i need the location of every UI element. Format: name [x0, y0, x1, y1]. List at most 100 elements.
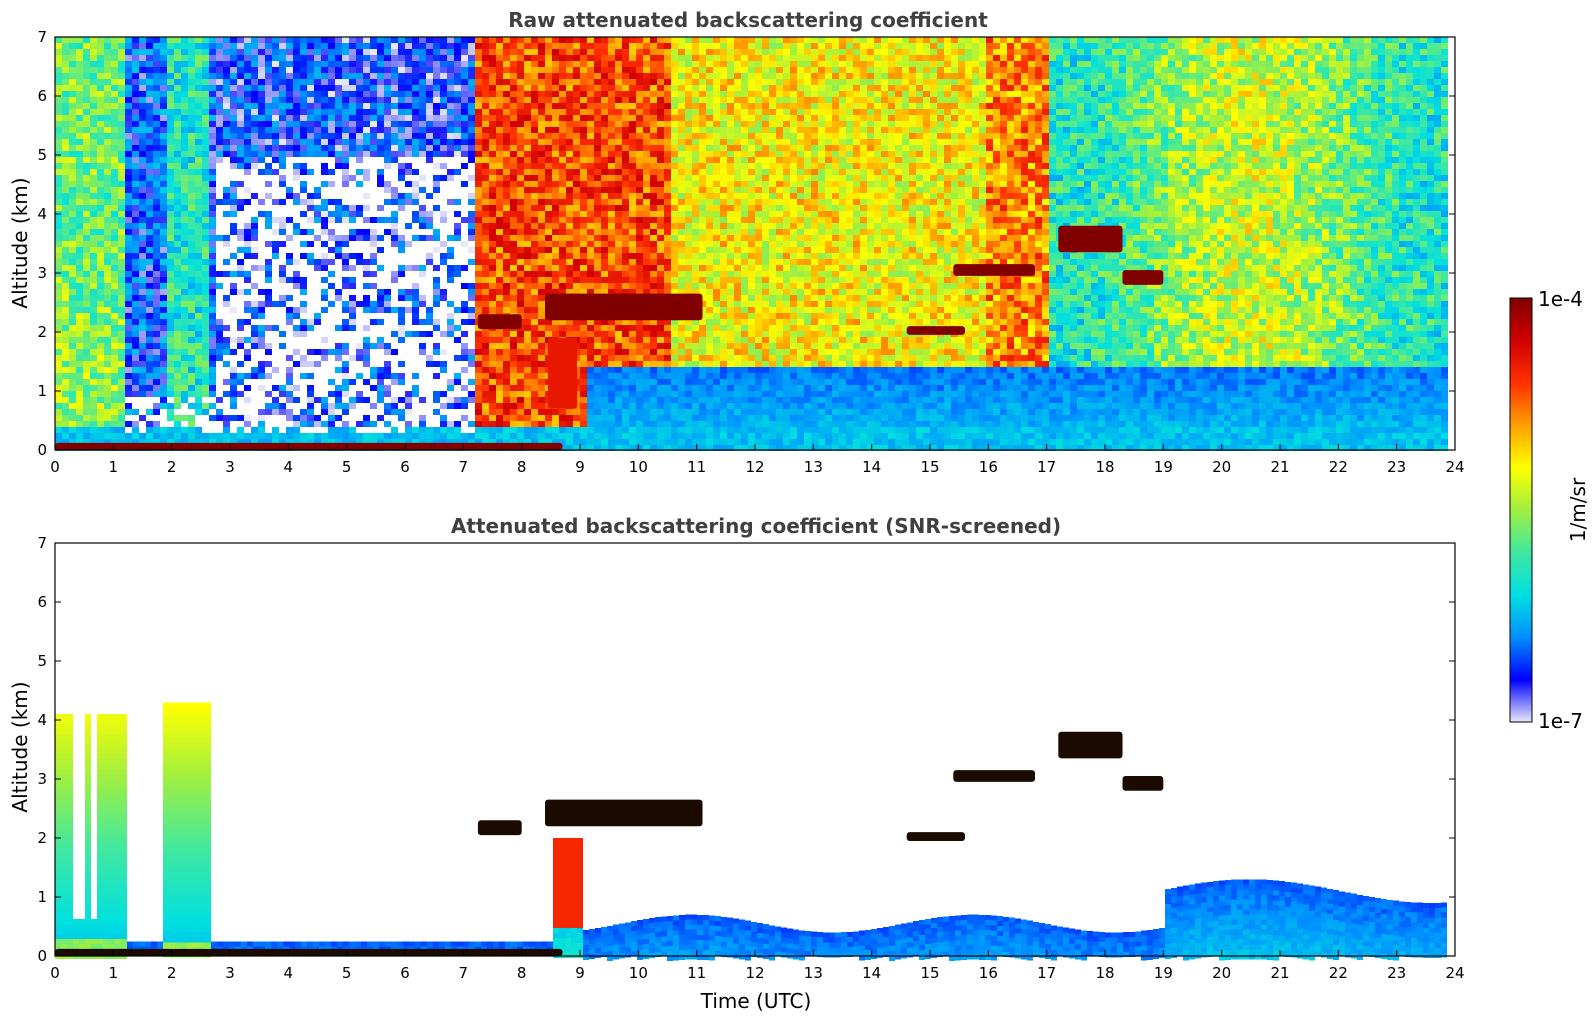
- raw-backscatter-cell: [370, 61, 377, 67]
- raw-backscatter-cell: [426, 133, 433, 139]
- raw-backscatter-cell: [146, 91, 153, 97]
- raw-backscatter-cell: [538, 403, 545, 409]
- raw-backscatter-cell: [321, 433, 328, 439]
- raw-backscatter-cell: [55, 295, 62, 301]
- raw-backscatter-cell: [167, 355, 174, 361]
- raw-backscatter-cell: [139, 73, 146, 79]
- raw-backscatter-cell: [391, 241, 398, 247]
- raw-backscatter-cell: [566, 181, 573, 187]
- raw-backscatter-cell: [433, 109, 440, 115]
- raw-backscatter-cell: [650, 109, 657, 115]
- raw-backscatter-cell: [251, 79, 258, 85]
- raw-backscatter-cell: [146, 367, 153, 373]
- raw-backscatter-cell: [209, 133, 216, 139]
- raw-backscatter-cell: [230, 55, 237, 61]
- raw-backscatter-cell: [531, 277, 538, 283]
- raw-backscatter-cell: [622, 61, 629, 67]
- raw-backscatter-cell: [300, 211, 307, 217]
- raw-backscatter-cell: [650, 277, 657, 283]
- raw-backscatter-cell: [321, 163, 328, 169]
- raw-backscatter-cell: [356, 253, 363, 259]
- raw-backscatter-cell: [90, 253, 97, 259]
- raw-backscatter-cell: [615, 235, 622, 241]
- raw-backscatter-cell: [545, 271, 552, 277]
- raw-backscatter-cell: [363, 37, 370, 43]
- raw-backscatter-cell: [118, 115, 125, 121]
- raw-backscatter-cell: [419, 67, 426, 73]
- raw-backscatter-cell: [293, 397, 300, 403]
- raw-backscatter-cell: [447, 43, 454, 49]
- raw-backscatter-cell: [545, 37, 552, 43]
- raw-backscatter-cell: [146, 139, 153, 145]
- raw-backscatter-cell: [538, 373, 545, 379]
- raw-backscatter-cell: [216, 157, 223, 163]
- raw-backscatter-cell: [419, 433, 426, 439]
- raw-backscatter-cell: [454, 199, 461, 205]
- raw-backscatter-cell: [202, 91, 209, 97]
- raw-backscatter-cell: [538, 259, 545, 265]
- raw-backscatter-cell: [265, 265, 272, 271]
- raw-backscatter-cell: [69, 325, 76, 331]
- raw-backscatter-cell: [349, 235, 356, 241]
- raw-backscatter-cell: [580, 73, 587, 79]
- raw-backscatter-cell: [377, 121, 384, 127]
- raw-backscatter-cell: [503, 103, 510, 109]
- raw-backscatter-cell: [594, 247, 601, 253]
- raw-backscatter-cell: [160, 217, 167, 223]
- raw-backscatter-cell: [615, 61, 622, 67]
- raw-backscatter-cell: [419, 37, 426, 43]
- raw-backscatter-cell: [76, 277, 83, 283]
- raw-backscatter-cell: [482, 181, 489, 187]
- raw-backscatter-cell: [489, 229, 496, 235]
- raw-backscatter-cell: [510, 43, 517, 49]
- raw-backscatter-cell: [615, 355, 622, 361]
- raw-backscatter-cell: [139, 157, 146, 163]
- raw-backscatter-cell: [62, 391, 69, 397]
- raw-backscatter-cell: [391, 139, 398, 145]
- raw-backscatter-cell: [279, 145, 286, 151]
- raw-backscatter-cell: [104, 403, 111, 409]
- raw-backscatter-cell: [552, 73, 559, 79]
- raw-backscatter-cell: [643, 61, 650, 67]
- raw-backscatter-cell: [503, 247, 510, 253]
- raw-backscatter-cell: [111, 427, 118, 433]
- raw-backscatter-cell: [377, 127, 384, 133]
- raw-backscatter-cell: [566, 55, 573, 61]
- raw-backscatter-cell: [510, 367, 517, 373]
- raw-backscatter-cell: [342, 139, 349, 145]
- raw-backscatter-cell: [384, 127, 391, 133]
- raw-backscatter-cell: [363, 265, 370, 271]
- raw-backscatter-cell: [636, 67, 643, 73]
- raw-backscatter-cell: [132, 373, 139, 379]
- raw-backscatter-cell: [132, 103, 139, 109]
- raw-backscatter-cell: [111, 289, 118, 295]
- raw-backscatter-cell: [195, 133, 202, 139]
- raw-backscatter-cell: [636, 247, 643, 253]
- raw-backscatter-cell: [531, 301, 538, 307]
- raw-backscatter-cell: [454, 121, 461, 127]
- raw-backscatter-cell: [601, 385, 608, 391]
- raw-backscatter-cell: [69, 223, 76, 229]
- raw-backscatter-cell: [90, 325, 97, 331]
- raw-backscatter-cell: [209, 193, 216, 199]
- raw-backscatter-cell: [531, 151, 538, 157]
- raw-backscatter-cell: [356, 205, 363, 211]
- raw-backscatter-cell: [587, 439, 594, 445]
- raw-backscatter-cell: [237, 103, 244, 109]
- raw-backscatter-cell: [454, 265, 461, 271]
- raw-backscatter-cell: [97, 427, 104, 433]
- raw-backscatter-cell: [650, 445, 657, 451]
- raw-backscatter-cell: [195, 43, 202, 49]
- raw-backscatter-cell: [307, 409, 314, 415]
- raw-backscatter-cell: [370, 109, 377, 115]
- raw-backscatter-cell: [601, 427, 608, 433]
- raw-backscatter-cell: [412, 37, 419, 43]
- raw-backscatter-cell: [139, 205, 146, 211]
- raw-backscatter-cell: [622, 151, 629, 157]
- raw-backscatter-cell: [363, 343, 370, 349]
- raw-backscatter-cell: [286, 91, 293, 97]
- raw-backscatter-cell: [461, 49, 468, 55]
- raw-backscatter-cell: [90, 421, 97, 427]
- raw-backscatter-cell: [335, 433, 342, 439]
- raw-backscatter-cell: [300, 421, 307, 427]
